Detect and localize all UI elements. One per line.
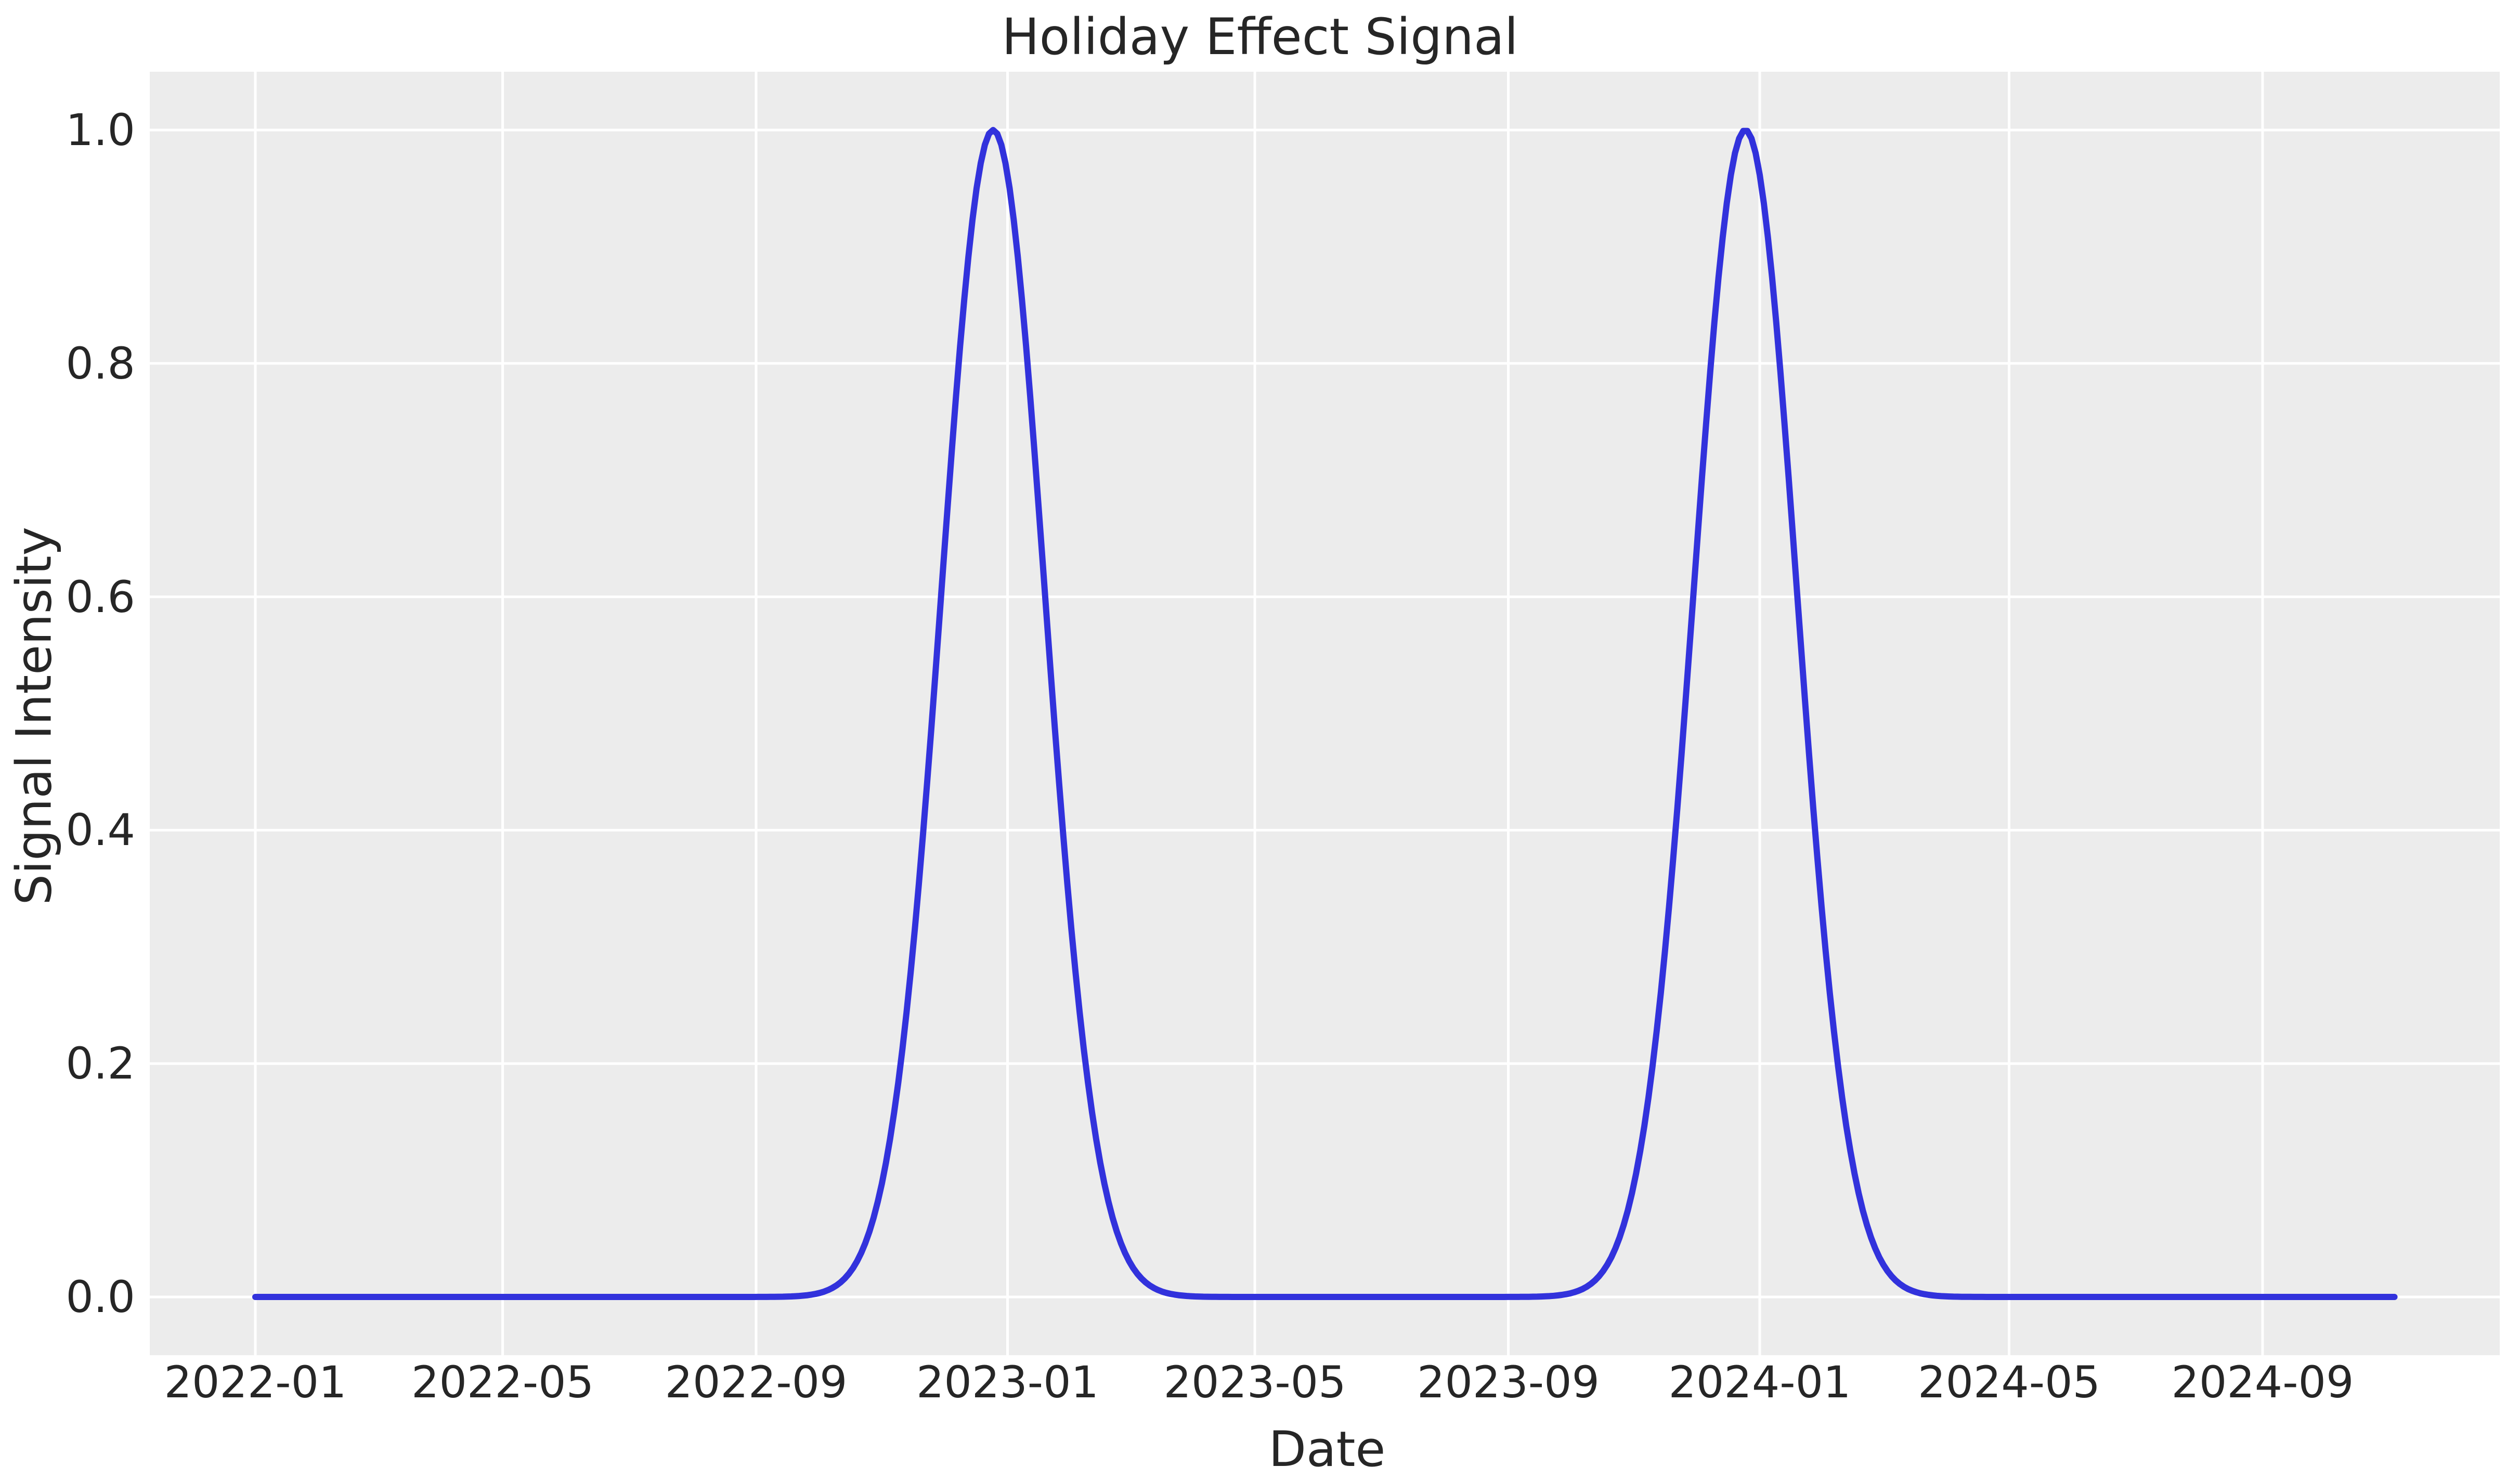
- x-tick-label: 2022-01: [164, 1357, 347, 1408]
- y-tick-label: 0.4: [66, 804, 135, 856]
- x-tick-label: 2024-01: [1668, 1357, 1851, 1408]
- y-axis-label: Signal Intensity: [6, 526, 63, 905]
- y-tick-label: 1.0: [66, 105, 135, 155]
- x-tick-label: 2024-09: [2171, 1357, 2354, 1408]
- y-tick-label: 0.0: [66, 1271, 135, 1322]
- x-tick-label: 2022-05: [411, 1357, 594, 1408]
- x-tick-label: 2024-05: [1918, 1357, 2100, 1408]
- x-tick-label: 2023-09: [1417, 1357, 1600, 1408]
- signal-line: [252, 127, 2398, 1300]
- x-axis-label: Date: [1268, 1421, 1386, 1478]
- chart-title: Holiday Effect Signal: [1002, 8, 1518, 66]
- x-tick-label: 2023-01: [916, 1357, 1099, 1408]
- x-tick-label: 2023-05: [1163, 1357, 1346, 1408]
- y-tick-label: 0.8: [66, 337, 135, 389]
- plot-background: [150, 72, 2500, 1355]
- y-tick-label: 0.6: [66, 571, 135, 622]
- y-tick-label: 0.2: [66, 1038, 135, 1089]
- x-tick-label: 2022-09: [665, 1357, 848, 1408]
